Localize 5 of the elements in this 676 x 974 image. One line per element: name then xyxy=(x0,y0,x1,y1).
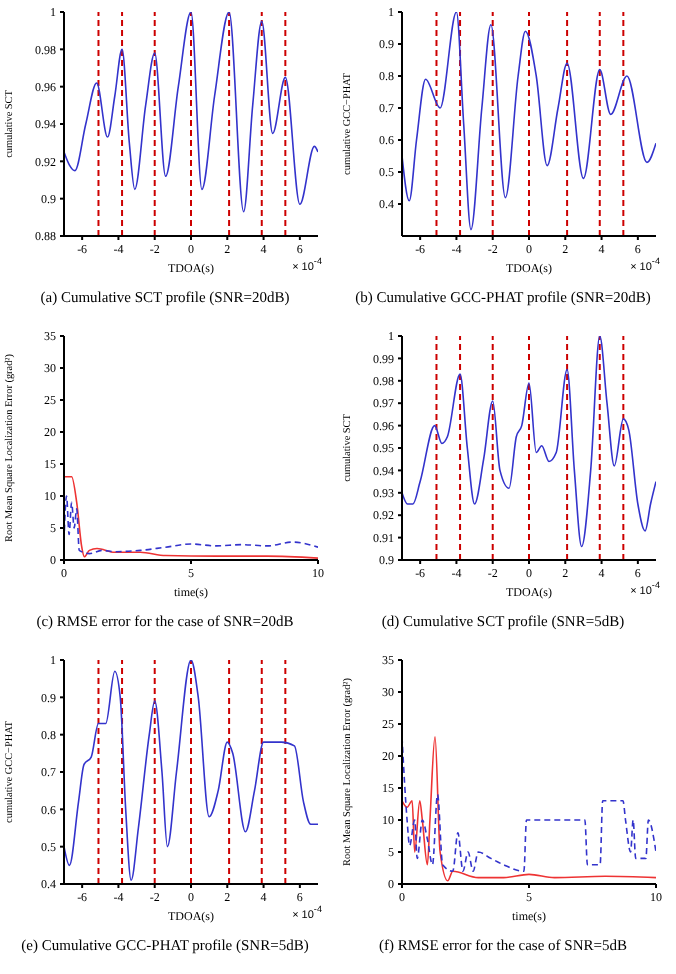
line-series xyxy=(64,495,318,555)
line-series xyxy=(402,336,656,548)
line-series xyxy=(64,660,318,882)
line-series xyxy=(64,12,318,213)
line-series xyxy=(402,12,656,231)
